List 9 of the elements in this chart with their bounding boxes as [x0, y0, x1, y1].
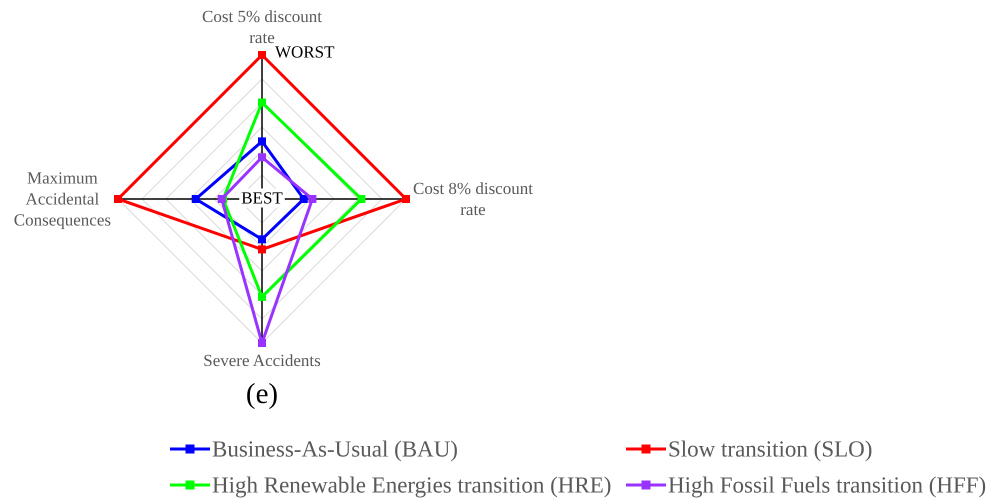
text: (e) — [246, 378, 278, 410]
legend-label: High Fossil Fuels transition (HFF) — [668, 472, 986, 498]
legend-label: Slow transition (SLO) — [668, 436, 872, 462]
legend-label: High Renewable Energies transition (HRE) — [212, 472, 612, 498]
spoke-label: Severe Accidents — [203, 351, 321, 370]
text: BEST — [241, 188, 284, 208]
spoke-label: Cost 8% discount rate — [412, 179, 534, 219]
legend-label: Business-As-Usual (BAU) — [212, 436, 458, 462]
spoke-label: Maximum Accidental Consequences — [14, 168, 112, 230]
